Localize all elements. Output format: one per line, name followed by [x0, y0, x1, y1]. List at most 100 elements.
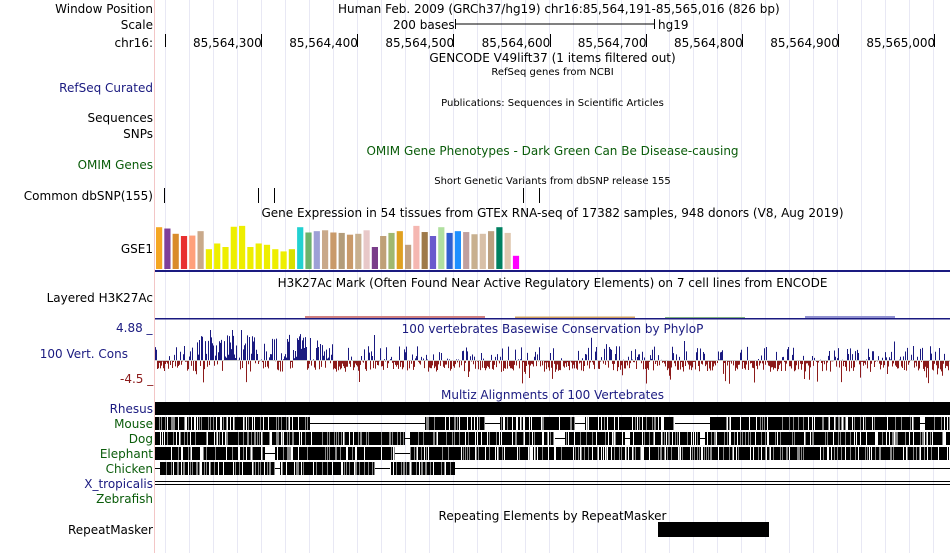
alignment-base — [212, 417, 213, 430]
alignment-base — [410, 432, 411, 445]
h3k27ac-track-label[interactable]: Layered H3K27Ac — [46, 291, 153, 305]
label-divider[interactable] — [154, 0, 155, 553]
repeatmasker-element[interactable] — [155, 521, 950, 538]
alignment-base — [326, 462, 327, 475]
alignment-base — [785, 447, 786, 460]
repeatmasker-track-label[interactable]: RepeatMasker — [67, 523, 153, 537]
gtex-tissue-bar — [313, 231, 320, 269]
multiz-species-label[interactable]: Dog — [128, 432, 153, 446]
alignment-base — [917, 447, 918, 460]
alignment-base — [816, 417, 817, 430]
dbsnp-variants[interactable] — [155, 187, 950, 204]
alignment-base — [887, 447, 888, 460]
dbsnp-track-label[interactable]: Common dbSNP(155) — [23, 189, 153, 203]
alignment-base — [384, 447, 385, 460]
h3k27ac-signal[interactable] — [155, 312, 950, 322]
multiz-alignments[interactable] — [155, 401, 950, 491]
alignment-base — [540, 447, 541, 460]
alignment-base — [431, 447, 432, 460]
alignment-base — [571, 432, 572, 445]
sequences-track-label[interactable]: Sequences — [87, 111, 153, 125]
alignment-base — [863, 447, 864, 460]
alignment-base — [428, 462, 429, 475]
alignment-base — [905, 447, 906, 460]
alignment-base — [367, 447, 368, 460]
alignment-base — [856, 432, 857, 445]
alignment-base — [188, 447, 189, 460]
alignment-base — [429, 462, 430, 475]
gencode-track-title[interactable]: GENCODE V49lift37 (1 items filtered out) — [429, 51, 676, 65]
alignment-base — [787, 432, 788, 445]
alignment-base — [190, 417, 191, 430]
alignment-base — [768, 432, 769, 445]
alignment-base — [560, 447, 561, 460]
alignment-base — [851, 447, 852, 460]
multiz-species-label[interactable]: X_tropicalis — [84, 477, 153, 491]
alignment-base — [297, 417, 298, 430]
alignment-base — [253, 432, 254, 445]
alignment-base — [295, 432, 296, 445]
alignment-base — [621, 447, 622, 460]
alignment-base — [579, 432, 580, 445]
conservation-track-label[interactable]: 100 Vert. Cons — [39, 347, 128, 361]
alignment-base — [647, 432, 648, 445]
alignment-base — [166, 432, 167, 445]
alignment-base — [362, 432, 363, 445]
repeatmasker-track-title: Repeating Elements by RepeatMasker — [438, 509, 667, 523]
alignment-base — [365, 432, 366, 445]
alignment-base — [194, 447, 195, 460]
alignment-base — [817, 447, 818, 460]
alignment-base — [415, 447, 416, 460]
alignment-base — [600, 447, 601, 460]
alignment-base — [558, 447, 559, 460]
alignment-base — [557, 447, 558, 460]
alignment-base — [249, 447, 250, 460]
alignment-base — [798, 432, 799, 445]
alignment-base — [186, 462, 187, 475]
alignment-base — [169, 417, 170, 430]
multiz-species-label[interactable]: Chicken — [105, 462, 153, 476]
alignment-base — [804, 447, 805, 460]
gtex-expression-chart[interactable] — [155, 222, 950, 272]
alignment-base — [918, 432, 919, 445]
snps-track-label[interactable]: SNPs — [123, 127, 153, 141]
gtex-tissue-bar — [429, 236, 437, 269]
multiz-species-label[interactable]: Rhesus — [109, 402, 153, 416]
alignment-base — [173, 462, 174, 475]
alignment-base — [296, 417, 297, 430]
alignment-base — [533, 447, 534, 460]
alignment-base — [901, 447, 902, 460]
multiz-species-label[interactable]: Mouse — [114, 417, 153, 431]
alignment-base — [309, 417, 310, 430]
alignment-base — [179, 462, 180, 475]
alignment-base — [761, 417, 762, 430]
multiz-species-label[interactable]: Elephant — [99, 447, 153, 461]
alignment-base — [947, 447, 948, 460]
alignment-base — [383, 447, 384, 460]
multiz-species-label[interactable]: Zebrafish — [96, 492, 153, 506]
alignment-base — [183, 432, 184, 445]
alignment-base — [485, 432, 486, 445]
alignment-base — [437, 432, 438, 445]
alignment-base — [320, 447, 321, 460]
alignment-base — [197, 447, 198, 460]
alignment-base — [304, 447, 305, 460]
alignment-base — [808, 432, 809, 445]
alignment-base — [550, 417, 551, 430]
alignment-base — [239, 432, 240, 445]
alignment-base — [546, 432, 547, 445]
omim-track-label[interactable]: OMIM Genes — [77, 158, 153, 172]
alignment-base — [270, 417, 271, 430]
gtex-tissue-bar — [512, 255, 520, 269]
conservation-plot[interactable] — [155, 330, 950, 390]
alignment-base — [641, 432, 642, 445]
alignment-base — [403, 432, 404, 445]
gtex-track-label[interactable]: GSE1 — [120, 242, 153, 256]
alignment-base — [661, 432, 662, 445]
alignment-base — [212, 462, 213, 475]
alignment-base — [867, 447, 868, 460]
alignment-base — [327, 462, 328, 475]
alignment-base — [201, 462, 202, 475]
alignment-base — [896, 447, 897, 460]
refseq-track-label[interactable]: RefSeq Curated — [59, 81, 153, 95]
